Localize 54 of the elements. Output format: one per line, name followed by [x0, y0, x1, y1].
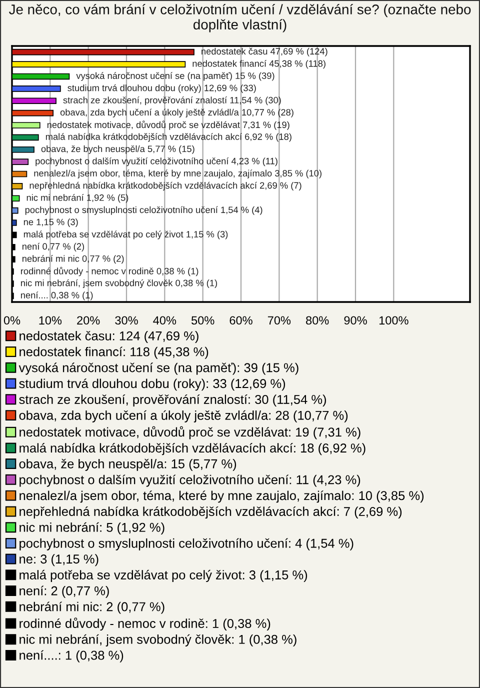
x-tick-label: 40%	[153, 316, 176, 325]
legend-label: vysoká náročnost učení se (na paměť): 39 (15 %)	[18, 362, 298, 375]
legend-label: není....: 1 (0,38 %)	[20, 650, 124, 662]
x-tick-label: 80%	[306, 316, 329, 325]
category-label: malá nabídka krátkodobějších vzdělávacích akcí 6,92 % (18)	[46, 133, 292, 142]
category-label: pochybnost o dalším využití celoživotního učení 4,23 % (11)	[36, 157, 278, 166]
category-label: nepřehledná nabídka krátkodobějších vzdělávacích akcí 2,69 % (7)	[30, 182, 302, 191]
x-tick-label: 20%	[77, 316, 100, 325]
category-label: nedostatek času 47,69 % (124)	[202, 48, 328, 56]
x-tick-label: 30%	[115, 316, 138, 325]
legend-label: obava, že bych neuspěl/a: 15 (5,77 %)	[19, 458, 236, 471]
category-label: není.... 0,38 % (1)	[21, 292, 93, 300]
category-label: nedostatek financí 45,38 % (118)	[192, 60, 326, 69]
legend-label: nenalezl/a jsem obor, téma, které by mne zaujalo, zajímalo: 10 (3,85 %)	[20, 490, 424, 503]
legend-label: nepřehledná nabídka krátkodobějších vzdělávacích akcí: 7 (2,69 %)	[20, 506, 402, 519]
legend-label: rodinné důvody - nemoc v rodině: 1 (0,38 %)	[20, 618, 270, 631]
legend-label: nedostatek motivace, důvodů proč se vzdělávat: 19 (7,31 %)	[20, 426, 360, 440]
category-label: nic mi nebrání, jsem svobodný člověk 0,38 % (1)	[21, 279, 217, 288]
category-label: nic mi nebrání 1,92 % (5)	[26, 194, 128, 203]
legend-label: studium trvá dlouhou dobu (roky): 33 (12,69 %)	[19, 378, 286, 391]
category-label: nebrání mi nic 0,77 % (2)	[22, 255, 124, 264]
x-tick-label: 70%	[268, 316, 291, 325]
legend-label: nic mi nebrání: 5 (1,92 %)	[20, 522, 164, 534]
category-label: nenalezl/a jsem obor, téma, které by mne zaujalo, zajímalo 3,85 % (10)	[34, 170, 322, 178]
legend-label: pochybnost o smysluplnosti celoživotního učení: 4 (1,54 %)	[20, 538, 354, 550]
category-label: ne 1,15 % (3)	[24, 218, 78, 228]
chart-title: Je něco, co vám brání v celoživotním učení / vzdělávání se? (označte nebo doplňte vlastní)	[9, 4, 471, 32]
category-label: obava, že bych neuspěl/a 5,77 % (15)	[41, 145, 194, 154]
category-label: strach ze zkoušení, prověřování znalostí 11,54 % (30)	[63, 96, 281, 106]
x-tick-label: 100%	[379, 316, 408, 325]
category-label: malá potřeba se vzdělávat po celý život 1,15 % (3)	[24, 230, 228, 240]
legend-label: malá potřeba se vzdělávat po celý život: 3 (1,15 %)	[20, 570, 308, 582]
category-label: nedostatek motivace, důvodů proč se vzdělávat 7,31 % (19)	[47, 120, 290, 130]
legend-label: obava, zda bych učení a úkoly ještě zvládl/a: 28 (10,77 %)	[19, 410, 348, 422]
x-tick-label: 60%	[230, 316, 252, 325]
legend-label: ne: 3 (1,15 %)	[20, 554, 98, 566]
legend-label: nebrání mi nic: 2 (0,77 %)	[20, 602, 164, 614]
category-label: není 0,77 % (2)	[22, 242, 84, 252]
x-tick-label: 50%	[191, 316, 214, 325]
legend-label: nic mi nebrání, jsem svobodný člověk: 1 (0,38 %)	[20, 634, 296, 646]
legend-label: malá nabídka krátkodobějších vzdělávacích akcí: 18 (6,92 %)	[20, 443, 366, 456]
x-tick-label: 90%	[344, 316, 367, 325]
category-label: vysoká náročnost učení se (na paměť) 15 % (39)	[76, 72, 274, 81]
category-label: pochybnost o smysluplnosti celoživotního učení 1,54 % (4)	[25, 206, 262, 215]
legend-label: nedostatek času: 124 (47,69 %)	[20, 330, 198, 343]
legend-label: strach ze zkoušení, prověřování znalostí: 30 (11,54 %)	[19, 394, 326, 407]
legend-label: pochybnost o dalším využití celoživotního učení: 11 (4,23 %)	[20, 474, 360, 487]
legend-label: není: 2 (0,77 %)	[20, 586, 109, 598]
legend-label: nedostatek financí: 118 (45,38 %)	[20, 346, 208, 359]
x-tick-label: 0%	[4, 316, 20, 325]
category-label: rodinné důvody - nemoc v rodině 0,38 % (1)	[21, 266, 198, 276]
category-label: studium trvá dlouhou dobu (roky) 12,69 % (33)	[68, 84, 256, 93]
x-tick-label: 10%	[39, 316, 62, 325]
category-label: obava, zda bych učení a úkoly ještě zvládl/a 10,77 % (28)	[60, 108, 294, 118]
